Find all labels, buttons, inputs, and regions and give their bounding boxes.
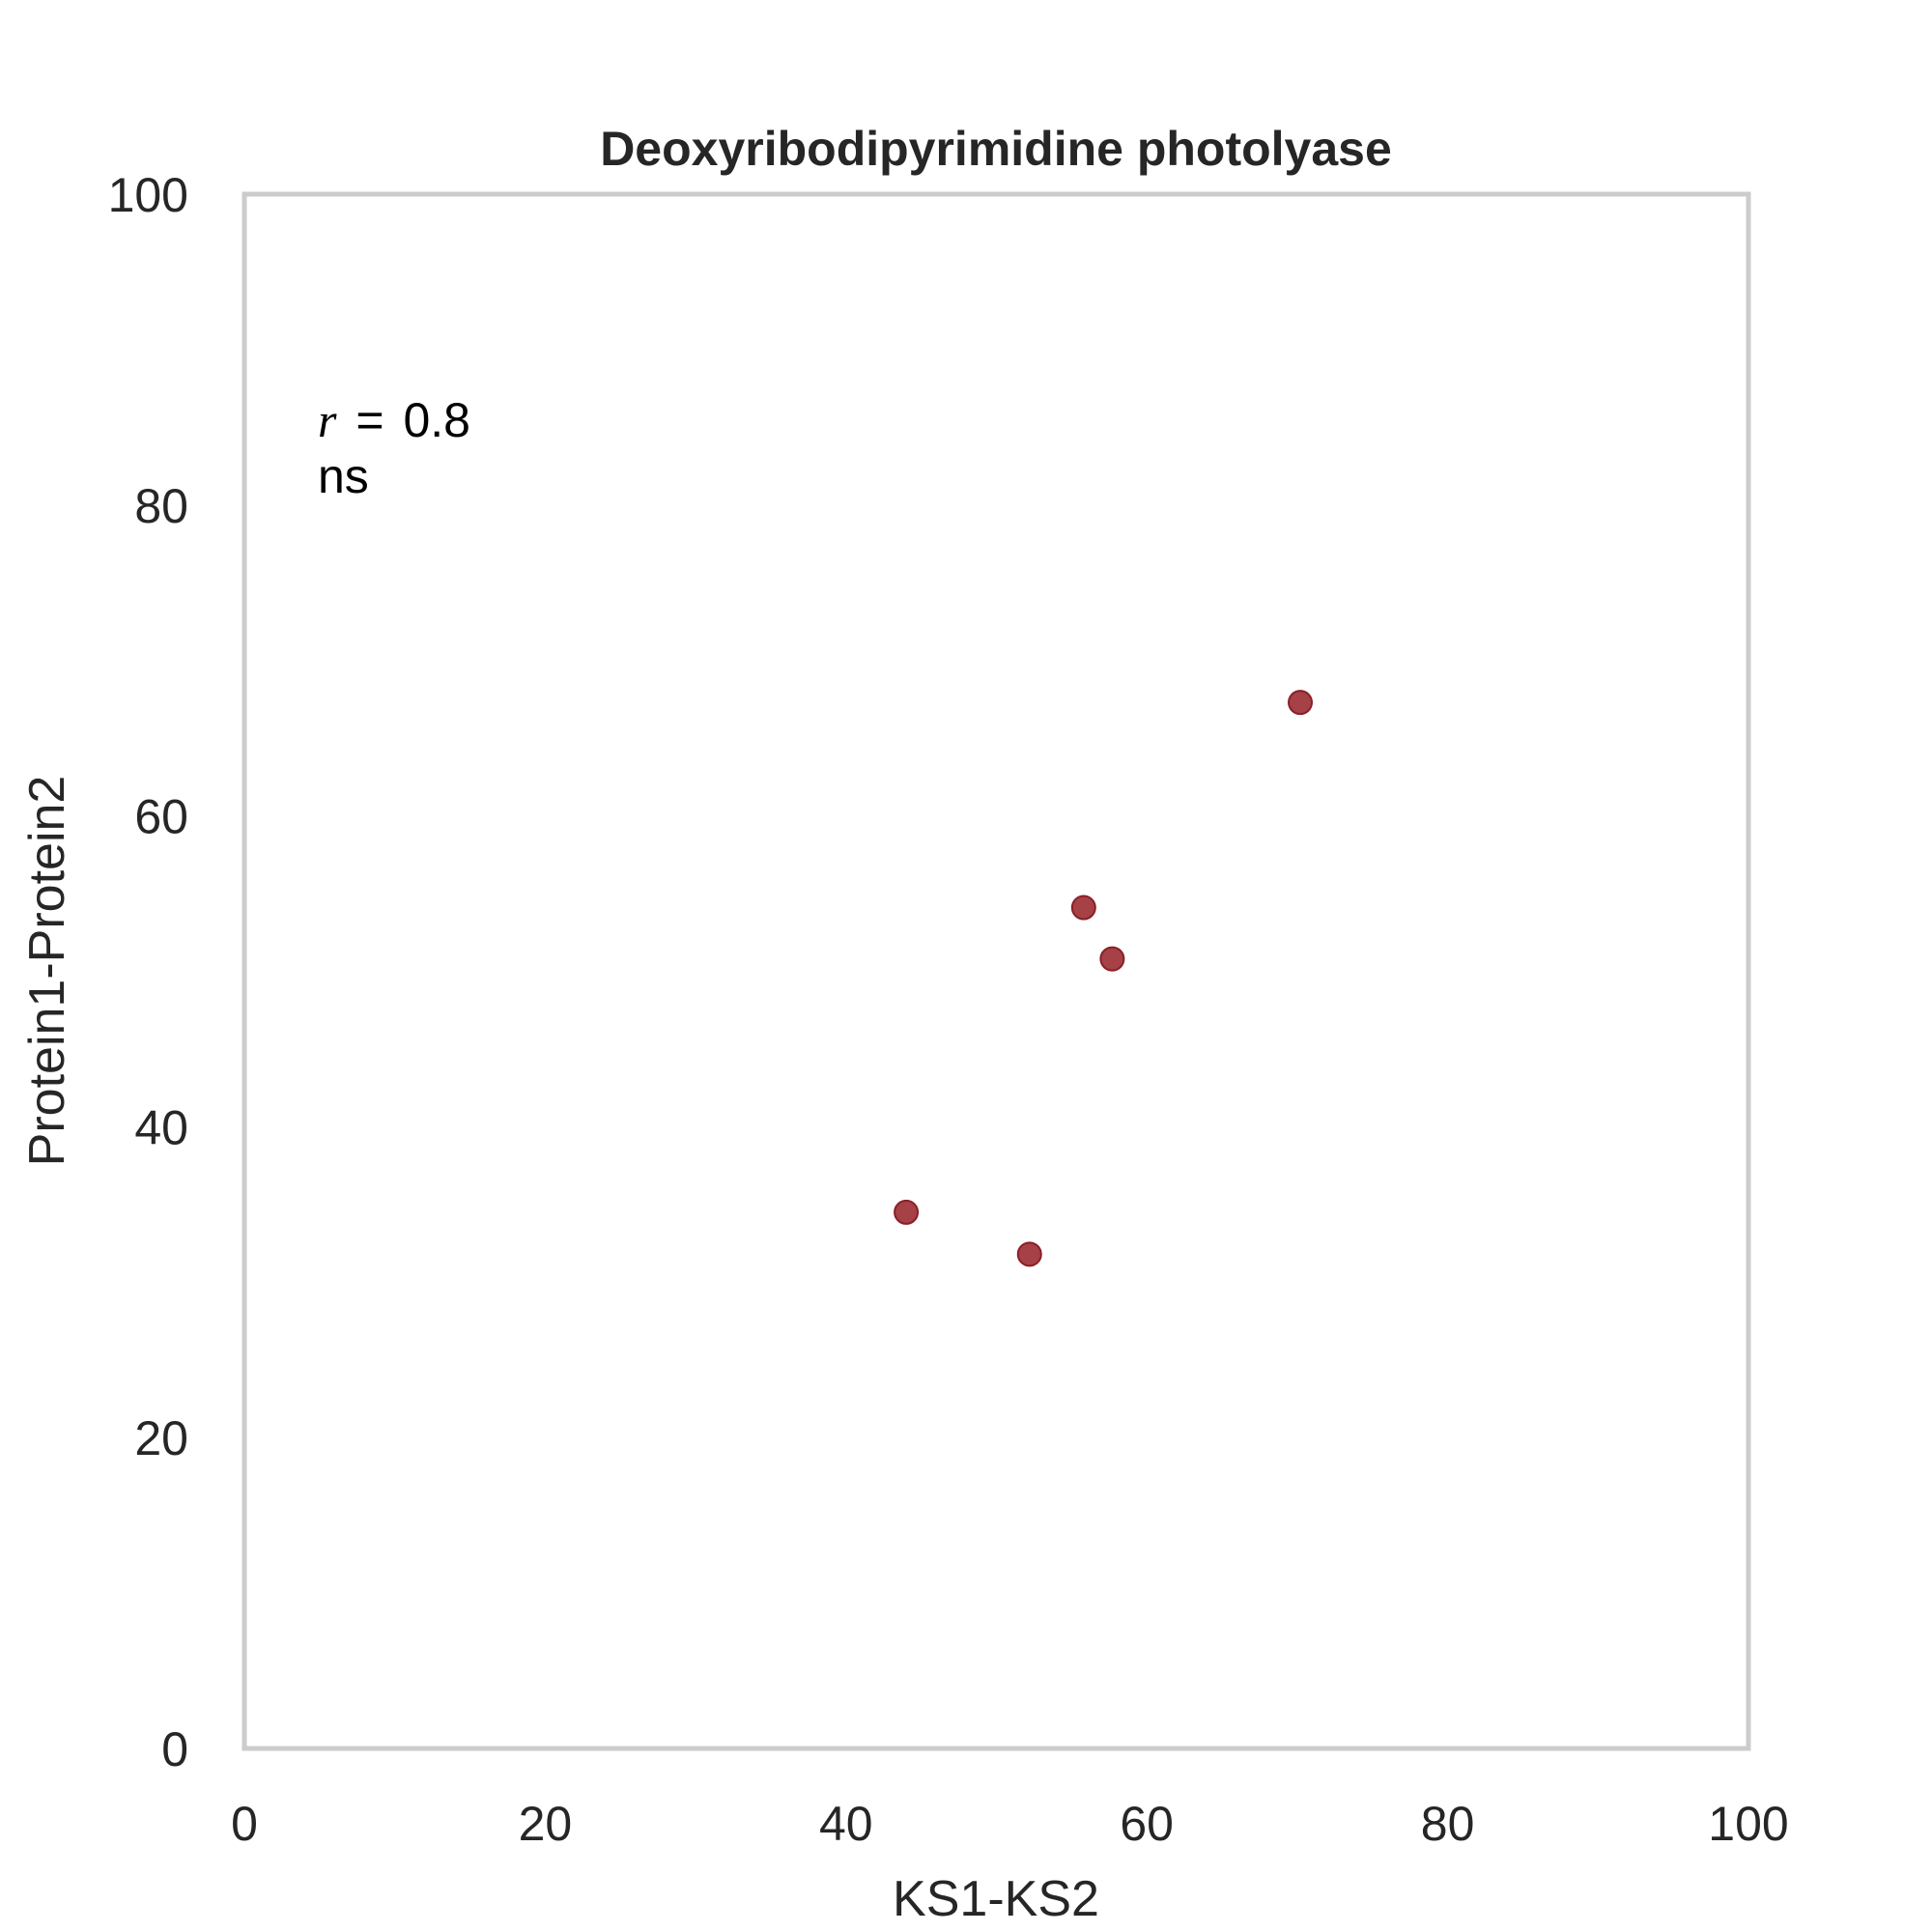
y-tick-label: 60 (134, 790, 188, 844)
x-tick-label: 100 (1708, 1797, 1788, 1851)
y-tick-labels: 0 20 40 60 80 100 (108, 168, 188, 1776)
significance-annotation: ns (318, 449, 369, 503)
y-tick-label: 0 (161, 1722, 188, 1776)
plot-frame (242, 191, 1751, 1751)
chart-title: Deoxyribodipyrimidine photolyase (600, 122, 1392, 176)
data-point (1099, 946, 1125, 972)
x-tick-label: 60 (1120, 1797, 1174, 1851)
data-point (1070, 895, 1096, 921)
data-point (1288, 690, 1314, 716)
x-tick-label: 20 (519, 1797, 573, 1851)
stat-equals: = (355, 393, 384, 447)
data-points (894, 690, 1314, 1267)
y-tick-label: 20 (134, 1411, 188, 1465)
x-tick-labels: 0 20 40 60 80 100 (231, 1797, 1789, 1851)
y-axis-label: Protein1-Protein2 (19, 776, 75, 1167)
x-axis-label: KS1-KS2 (893, 1871, 1099, 1927)
data-point (894, 1199, 920, 1225)
x-tick-label: 80 (1421, 1797, 1475, 1851)
y-tick-label: 40 (134, 1100, 188, 1154)
x-tick-label: 40 (819, 1797, 873, 1851)
y-tick-label: 80 (134, 479, 188, 533)
y-tick-label: 100 (108, 168, 188, 222)
data-point (1016, 1241, 1042, 1267)
correlation-annotation: r = 0.8 (318, 393, 470, 447)
stat-value: 0.8 (403, 393, 470, 447)
x-tick-label: 0 (231, 1797, 258, 1851)
stat-symbol: r (318, 393, 337, 447)
